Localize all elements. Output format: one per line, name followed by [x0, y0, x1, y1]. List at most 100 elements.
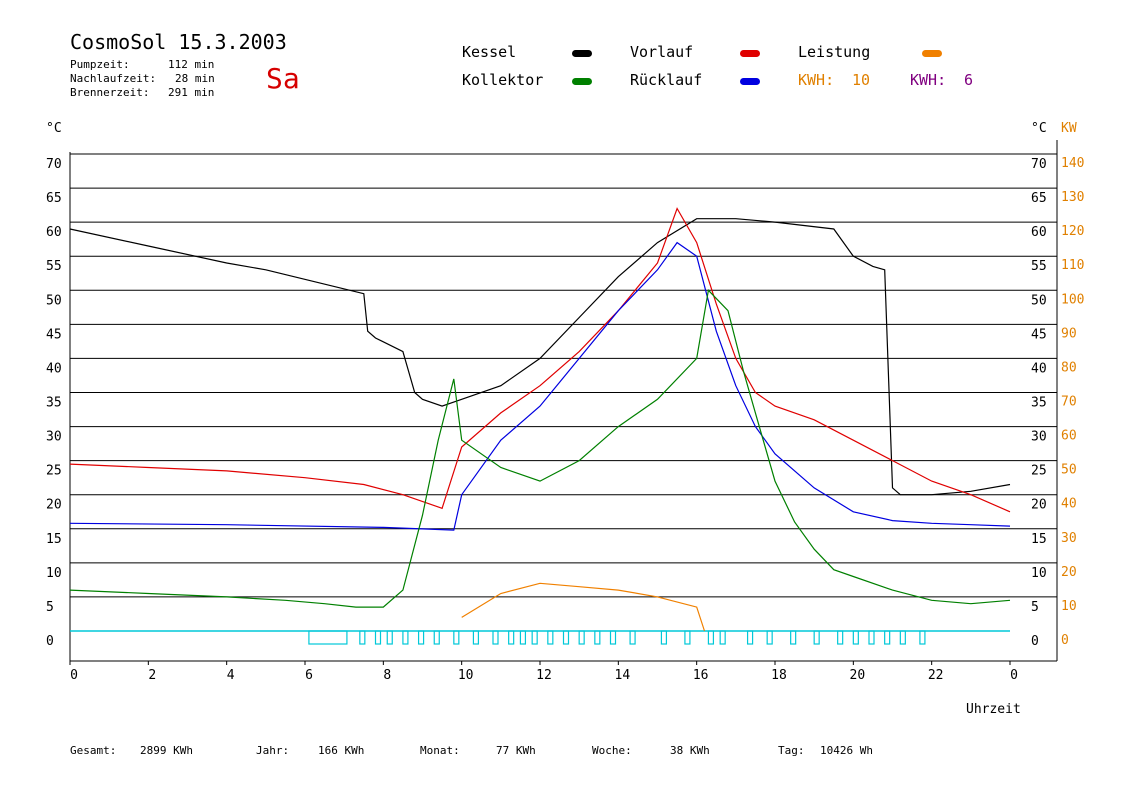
- nachlaufzeit-value: 28 min: [175, 72, 215, 85]
- legend-ruecklauf-label: Rücklauf: [630, 71, 703, 89]
- y-tick-label: 35: [46, 396, 62, 411]
- footer-monat-value: 77 KWh: [496, 744, 536, 757]
- pump-pulse: [417, 630, 425, 645]
- legend-vorlauf-swatch: [740, 50, 760, 57]
- legend-ruecklauf-swatch: [740, 78, 760, 85]
- footer-gesamt-value: 2899 KWh: [140, 744, 193, 757]
- nachlaufzeit-label: Nachlaufzeit:: [70, 72, 157, 85]
- pump-pulse: [884, 630, 891, 645]
- kw-tick-label: 60: [1061, 429, 1077, 444]
- y-right-tick-label: 25: [1031, 464, 1047, 479]
- y-tick-label: 60: [46, 225, 62, 240]
- right-axis-unit-kw: KW: [1061, 121, 1077, 136]
- kw-tick-label: 0: [1061, 633, 1069, 648]
- y-tick-label: 25: [46, 464, 62, 479]
- kw-tick-label: 110: [1061, 258, 1084, 273]
- kw-tick-label: 90: [1061, 326, 1077, 341]
- legend-kwh1-label: KWH:: [798, 71, 835, 89]
- y-right-tick-label: 10: [1031, 566, 1047, 581]
- series-kessel-line: [69, 218, 1011, 496]
- y-right-tick-label: 0: [1031, 634, 1039, 649]
- y-tick-label: 45: [46, 327, 62, 342]
- footer-gesamt-label: Gesamt:: [70, 744, 117, 757]
- y-tick-label: 30: [46, 430, 62, 445]
- left-axis-unit: °C: [46, 121, 62, 136]
- kw-tick-label: 50: [1061, 463, 1077, 478]
- pump-pulse: [433, 630, 440, 645]
- x-tick-label: 8: [383, 668, 391, 683]
- pump-pulse: [852, 630, 859, 645]
- y-right-tick-label: 55: [1031, 259, 1047, 274]
- pump-pulse: [386, 630, 393, 645]
- weekday-label: Sa: [266, 62, 300, 95]
- kw-tick-label: 140: [1061, 156, 1084, 171]
- y-tick-label: 40: [46, 361, 62, 376]
- x-tick-label: 16: [693, 668, 709, 683]
- pump-pulse: [308, 630, 348, 645]
- footer-tag-label: Tag:: [778, 744, 805, 757]
- footer-monat-label: Monat:: [420, 744, 460, 757]
- pumpzeit-label: Pumpzeit:: [70, 58, 130, 71]
- pump-pulse: [578, 630, 585, 645]
- x-tick-label: 0: [70, 668, 78, 683]
- pump-pulse: [837, 630, 844, 645]
- legend-kessel-swatch: [572, 50, 592, 57]
- x-tick-label: 0: [1010, 668, 1018, 683]
- pump-pulse: [919, 630, 926, 645]
- y-right-tick-label: 20: [1031, 498, 1047, 513]
- y-tick-label: 0: [46, 634, 54, 649]
- series-leistung-line: [461, 582, 706, 632]
- y-right-tick-label: 5: [1031, 600, 1039, 615]
- y-tick-label: 65: [46, 191, 62, 206]
- kw-tick-label: 100: [1061, 292, 1084, 307]
- pump-pulse: [492, 630, 499, 645]
- legend-kwh2-label: KWH:: [910, 71, 947, 89]
- kw-tick-label: 70: [1061, 395, 1077, 410]
- pump-pulse: [684, 630, 691, 645]
- y-right-tick-label: 50: [1031, 293, 1047, 308]
- y-tick-label: 55: [46, 259, 62, 274]
- pump-pulse: [899, 630, 906, 645]
- footer-jahr-label: Jahr:: [256, 744, 290, 757]
- kw-tick-label: 120: [1061, 224, 1084, 239]
- pump-pulse: [609, 630, 617, 645]
- x-tick-label: 22: [928, 668, 944, 683]
- y-right-tick-label: 60: [1031, 225, 1047, 240]
- y-right-tick-label: 30: [1031, 430, 1047, 445]
- x-tick-label: 18: [771, 668, 787, 683]
- x-axis-label: Uhrzeit: [966, 702, 1021, 717]
- pump-pulse: [519, 630, 527, 645]
- kw-tick-label: 130: [1061, 190, 1084, 205]
- legend-kollektor-swatch: [572, 78, 592, 85]
- pump-pulse: [813, 630, 820, 645]
- y-tick-label: 15: [46, 532, 62, 547]
- kw-tick-label: 10: [1061, 599, 1077, 614]
- y-tick-label: 70: [46, 157, 62, 172]
- pump-pulse: [707, 630, 715, 645]
- x-tick-label: 10: [458, 668, 474, 683]
- footer-tag-value: 10426 Wh: [820, 744, 873, 757]
- pump-pulse: [594, 630, 601, 645]
- series-vorlauf-line: [69, 207, 1011, 513]
- right-axis-unit-celsius: °C: [1031, 121, 1047, 136]
- y-tick-label: 10: [46, 566, 62, 581]
- kw-tick-label: 40: [1061, 497, 1077, 512]
- pump-pulse: [660, 630, 668, 645]
- pump-pulse: [453, 630, 460, 645]
- y-tick-label: 50: [46, 293, 62, 308]
- legend-leistung-label: Leistung: [798, 43, 871, 61]
- y-right-tick-label: 35: [1031, 396, 1047, 411]
- legend-kessel-label: Kessel: [462, 43, 517, 61]
- footer-jahr-value: 166 KWh: [318, 744, 365, 757]
- pump-pulse: [746, 630, 754, 645]
- legend-kollektor-label: Kollektor: [462, 71, 544, 89]
- x-tick-label: 12: [536, 668, 552, 683]
- pump-pulse: [472, 630, 480, 645]
- pump-pulse: [790, 630, 797, 645]
- y-right-tick-label: 45: [1031, 327, 1047, 342]
- pump-pulse: [868, 630, 875, 645]
- y-right-tick-label: 40: [1031, 361, 1047, 376]
- pump-pulse: [766, 630, 773, 645]
- x-tick-label: 20: [850, 668, 866, 683]
- y-right-tick-label: 15: [1031, 532, 1047, 547]
